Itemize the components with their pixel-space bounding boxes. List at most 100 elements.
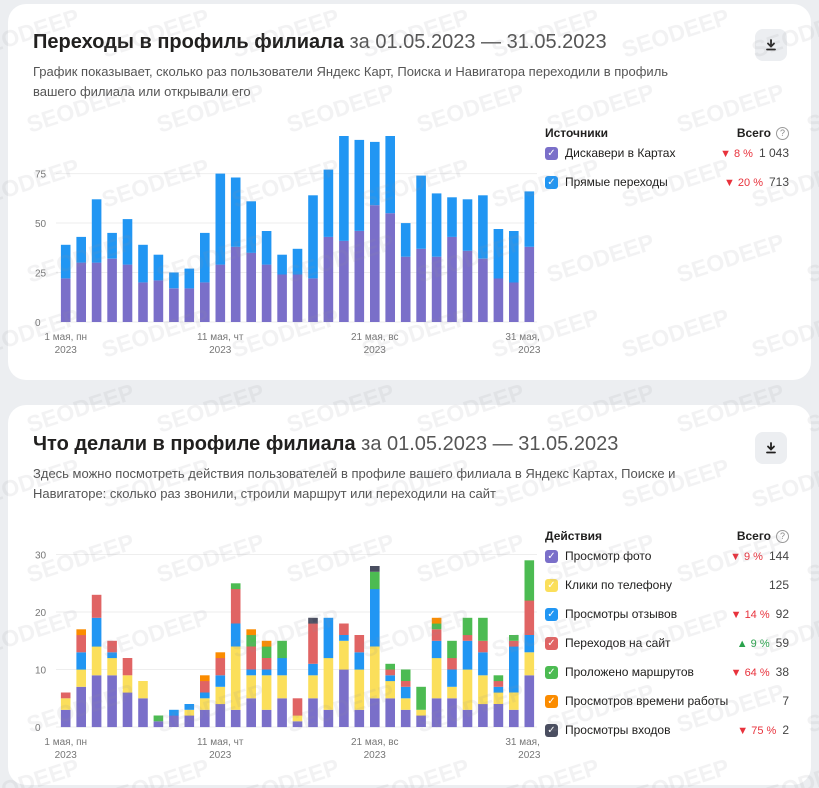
bar-segment[interactable] [447,669,457,687]
bar-segment[interactable] [339,635,349,641]
bar-segment[interactable] [215,264,226,322]
bar-segment[interactable] [339,640,349,670]
bar-segment[interactable] [509,709,519,728]
bar-segment[interactable] [462,635,473,641]
bar-segment[interactable] [493,692,504,705]
bar-segment[interactable] [200,282,210,322]
bar-segment[interactable] [370,698,380,728]
info-icon[interactable]: ? [776,127,789,141]
bar-segment[interactable] [416,709,426,716]
bar-segment[interactable] [184,715,195,728]
bar-segment[interactable] [493,681,504,687]
bar-segment[interactable] [246,698,256,728]
bar-segment[interactable] [292,248,303,275]
bar-segment[interactable] [493,686,504,693]
bar-segment[interactable] [230,623,241,647]
bar-segment[interactable] [261,264,272,322]
bar-segment[interactable] [509,640,519,647]
bar-segment[interactable] [169,709,179,716]
bar-segment[interactable] [493,229,504,279]
bar-segment[interactable] [215,686,226,705]
bar-segment[interactable] [200,692,210,699]
bar-segment[interactable] [292,274,303,323]
bar-segment[interactable] [370,566,380,572]
bar-segment[interactable] [292,715,303,722]
bar-segment[interactable] [200,709,210,728]
bar-segment[interactable] [277,254,287,275]
bar-segment[interactable] [400,681,411,687]
bar-segment[interactable] [107,652,117,659]
bar-segment[interactable] [478,617,488,641]
bar-segment[interactable] [431,623,442,630]
bar-segment[interactable] [169,288,179,322]
bar-segment[interactable] [122,675,133,693]
bar-segment[interactable] [76,635,86,653]
bar-segment[interactable] [524,675,535,728]
bar-segment[interactable] [215,704,226,727]
bar-segment[interactable] [509,635,519,641]
bar-segment[interactable] [215,173,226,265]
bar-segment[interactable] [323,709,334,728]
bar-segment[interactable] [447,640,457,659]
bar-segment[interactable] [493,278,504,323]
bar-segment[interactable] [509,282,519,322]
bar-segment[interactable] [462,199,473,251]
bar-segment[interactable] [431,658,442,699]
bar-segment[interactable] [400,223,411,257]
bar-segment[interactable] [462,640,473,670]
bar-segment[interactable] [323,617,334,659]
checkbox-icon[interactable]: ✓ [545,724,558,737]
bar-segment[interactable] [308,195,318,279]
bar-segment[interactable] [215,658,226,676]
bar-segment[interactable] [308,698,318,728]
bar-segment[interactable] [107,675,117,728]
bar-segment[interactable] [277,675,287,699]
bar-segment[interactable] [462,250,473,322]
bar-segment[interactable] [370,571,380,590]
bar-segment[interactable] [524,560,535,601]
bar-segment[interactable] [431,640,442,659]
bar-segment[interactable] [230,709,241,728]
bar-segment[interactable] [509,646,519,693]
bar-segment[interactable] [153,254,164,281]
bar-segment[interactable] [91,199,102,263]
bar-segment[interactable] [354,231,365,322]
bar-segment[interactable] [230,177,241,247]
bar-segment[interactable] [107,658,117,676]
bar-segment[interactable] [277,698,287,728]
bar-segment[interactable] [385,136,395,214]
bar-segment[interactable] [462,669,473,710]
bar-segment[interactable] [339,669,349,728]
bar-segment[interactable] [308,617,318,624]
bar-segment[interactable] [107,232,117,259]
bar-segment[interactable] [277,640,287,659]
bar-segment[interactable] [478,195,488,259]
legend-item[interactable]: ✓ Клики по телефону 125 [545,576,789,605]
bar-segment[interactable] [509,231,519,283]
bar-segment[interactable] [400,686,411,699]
bar-segment[interactable] [76,652,86,670]
bar-segment[interactable] [447,686,457,699]
bar-segment[interactable] [400,709,411,728]
bar-segment[interactable] [323,169,334,237]
bar-segment[interactable] [60,698,71,710]
bar-segment[interactable] [447,698,457,728]
bar-segment[interactable] [184,704,195,710]
bar-segment[interactable] [184,268,195,289]
bar-segment[interactable] [339,623,349,636]
bar-segment[interactable] [277,274,287,323]
bar-segment[interactable] [261,640,272,647]
checkbox-icon[interactable]: ✓ [545,550,558,563]
bar-segment[interactable] [122,264,133,322]
bar-segment[interactable] [370,141,380,206]
bar-segment[interactable] [447,236,457,322]
bar-segment[interactable] [308,623,318,664]
bar-segment[interactable] [339,136,349,241]
bar-segment[interactable] [308,663,318,676]
bar-segment[interactable] [493,675,504,682]
bar-segment[interactable] [76,669,86,687]
bar-segment[interactable] [261,646,272,659]
bar-segment[interactable] [416,686,426,710]
bar-segment[interactable] [370,646,380,699]
bar-segment[interactable] [292,698,303,716]
